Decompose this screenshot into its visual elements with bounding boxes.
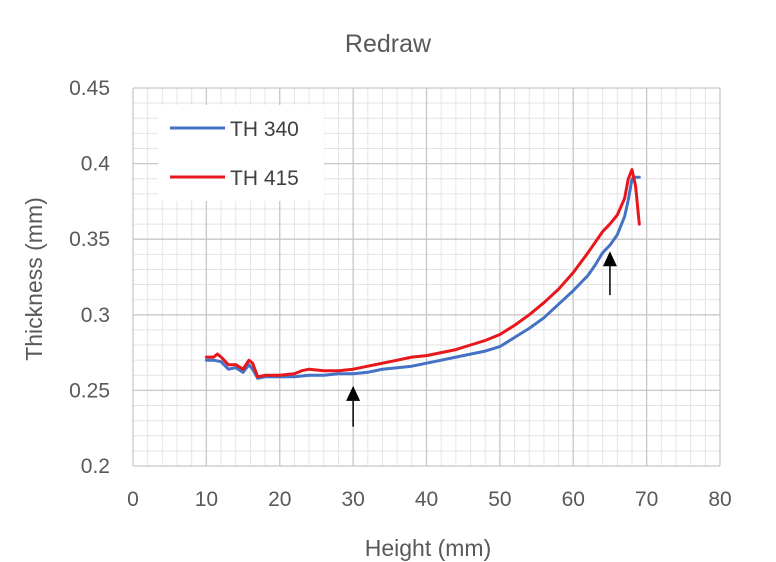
series-line-th-415 (204, 168, 641, 379)
x-tick-label: 80 (708, 488, 731, 511)
x-tick-label: 20 (268, 488, 291, 511)
y-tick-label: 0.4 (81, 153, 111, 176)
x-tick-label: 70 (635, 488, 658, 511)
x-tick-label: 10 (195, 488, 218, 511)
annotation-arrow-head (602, 251, 617, 267)
legend-label-th-340: TH 340 (230, 118, 299, 141)
y-tick-label: 0.45 (69, 77, 110, 100)
legend-box (158, 105, 324, 201)
x-tick-label: 60 (562, 488, 585, 511)
legend-label-th-415: TH 415 (230, 167, 299, 190)
annotation-layer (346, 251, 617, 427)
y-tick-label: 0.2 (81, 455, 110, 478)
x-tick-label: 50 (488, 488, 511, 511)
y-tick-label: 0.3 (81, 304, 110, 327)
series-line-th-340 (204, 175, 641, 380)
y-axis-label: Thickness (mm) (21, 197, 47, 361)
x-tick-label: 40 (415, 488, 438, 511)
x-tick-label: 0 (127, 488, 139, 511)
annotation-arrow-head (346, 385, 361, 401)
x-axis-label: Height (mm) (365, 535, 492, 561)
y-tick-label: 0.35 (69, 228, 110, 251)
chart-title: Redraw (345, 30, 432, 58)
x-tick-label: 30 (341, 488, 364, 511)
tick-labels: 0 10 20 30 40 50 60 70 80 0.2 0.25 0.3 0.35 0.4 0.45 (69, 77, 732, 511)
legend: TH 340 TH 415 (158, 105, 324, 201)
y-tick-label: 0.25 (69, 379, 110, 402)
series-layer (204, 168, 641, 380)
